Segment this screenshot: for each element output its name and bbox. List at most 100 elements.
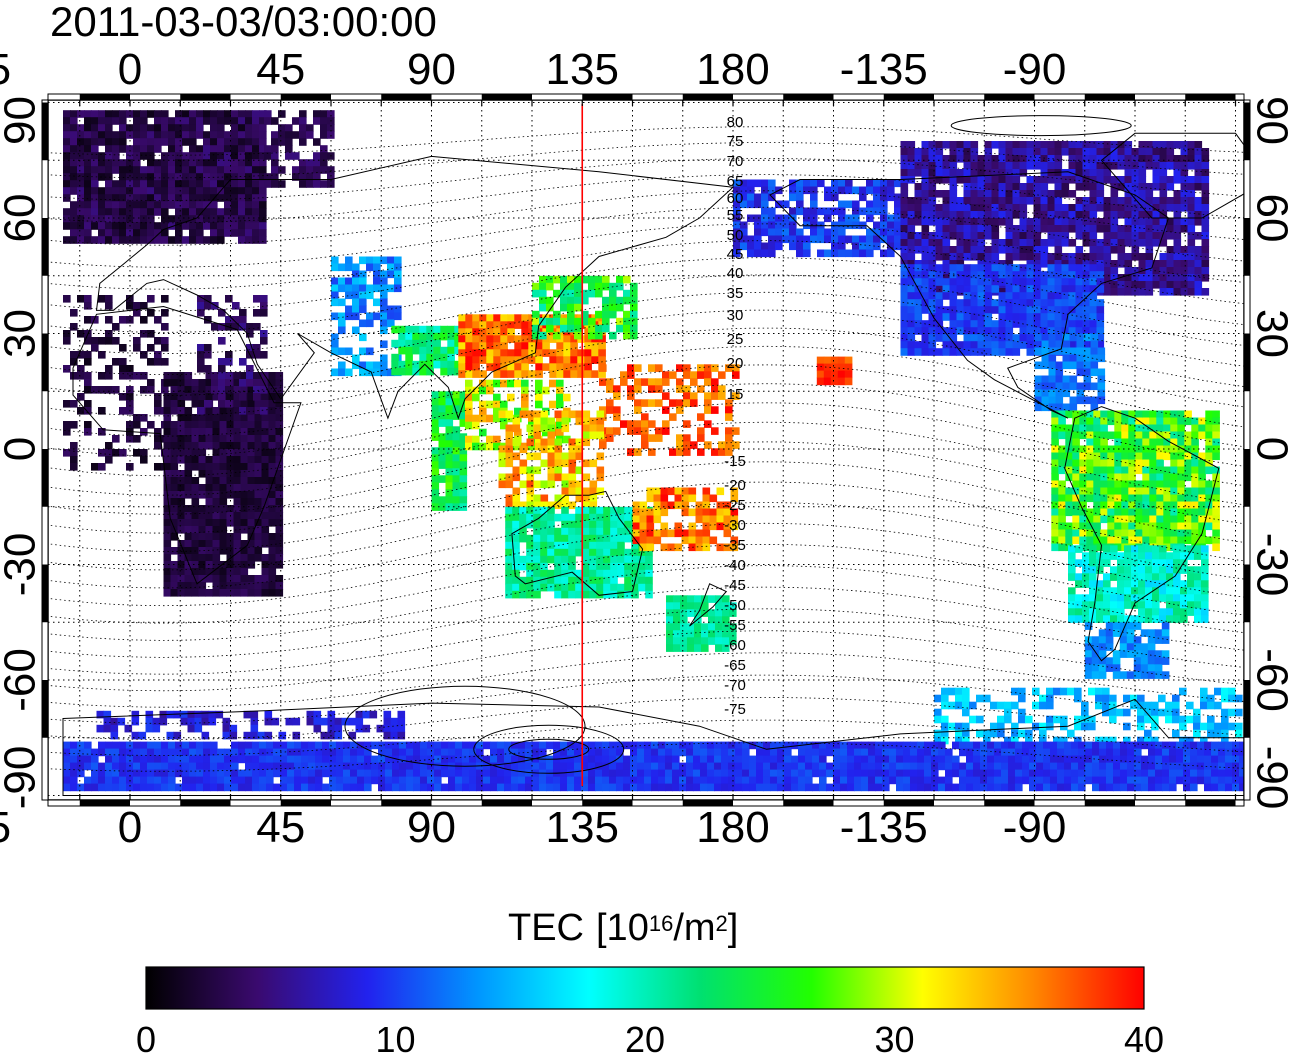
tec-cell [345,278,353,286]
tec-cell [440,326,448,334]
tec-cell [654,502,662,510]
tec-cell [63,145,71,153]
tec-cell [168,173,176,181]
tec-cell [1118,232,1126,240]
tec-cell [563,394,571,402]
tec-cell [915,211,923,219]
tec-cell [269,400,277,408]
tec-cell [255,484,263,492]
tec-cell [119,344,127,352]
tec-cell [196,166,204,174]
tec-cell [185,533,193,541]
tec-cell [1020,313,1028,321]
tec-cell [1188,260,1196,268]
tec-cell [84,159,92,167]
tec-cell [992,264,1000,272]
tec-cell [331,278,339,286]
tec-cell [359,306,367,314]
tec-cell [105,180,113,188]
tec-cell [1111,288,1119,296]
tec-cell [610,549,618,557]
tec-cell [1174,267,1182,275]
tec-cell [213,547,221,555]
tec-cell [717,544,725,552]
tec-cell [507,349,515,357]
tec-cell [964,278,972,286]
tec-cell [574,276,582,284]
tec-cell [521,380,529,388]
tec-cell [140,386,148,394]
tec-cell [276,547,284,555]
tec-cell [1117,559,1125,567]
tec-cell [971,190,979,198]
tec-cell [458,363,466,371]
tec-cell [178,393,186,401]
tec-cell [98,351,106,359]
tec-cell [255,575,263,583]
tec-cell [171,477,179,485]
tec-cell [533,507,541,515]
tec-cell [192,463,200,471]
tec-cell [922,278,930,286]
tec-cell [1153,148,1161,156]
tec-cell [320,152,328,160]
tec-cell [985,190,993,198]
tec-cell [599,441,607,449]
tec-cell [894,222,902,230]
tec-cell [185,477,193,485]
tec-cell [992,211,1000,219]
tec-cell [1027,225,1035,233]
tec-cell [708,616,716,624]
tec-cell [192,428,200,436]
tec-cell [227,421,235,429]
tec-cell [299,166,307,174]
tec-cell [446,482,454,490]
tec-cell [1160,274,1168,282]
tec-cell [1194,608,1202,616]
tec-cell [577,356,585,364]
tec-cell [1195,183,1203,191]
tec-cell [971,225,979,233]
tec-cell [238,215,246,223]
tec-cell [1132,148,1140,156]
tec-cell [91,194,99,202]
tec-cell [1055,271,1063,279]
tec-cell [1083,218,1091,226]
tec-cell [1173,594,1181,602]
tec-cell [1107,495,1115,503]
tec-cell [98,208,106,216]
tec-cell [171,428,179,436]
tec-cell [532,290,540,298]
tec-cell [999,197,1007,205]
tec-cell [1013,176,1021,184]
tec-cell [359,257,367,265]
tec-cell [98,295,106,303]
tec-cell [1083,162,1091,170]
tec-cell [838,201,846,209]
tec-cell [683,399,691,407]
tec-cell [182,124,190,132]
tec-cell [426,347,434,355]
tec-cell [262,589,270,597]
tec-cell [555,453,563,461]
tec-cell [1212,453,1220,461]
tec-cell [567,325,575,333]
tec-cell [161,159,169,167]
tec-cell [1202,260,1210,268]
tec-cell [105,222,113,230]
tec-cell [1065,523,1073,531]
tec-cell [91,138,99,146]
tec-cell [1104,218,1112,226]
tec-cell [119,208,127,216]
tec-cell [203,187,211,195]
tec-cell [394,257,402,265]
tec-cell [971,285,979,293]
tec-cell [77,152,85,160]
tec-cell [252,180,260,188]
tec-cell [306,180,314,188]
tec-cell [234,456,242,464]
tec-cell [1120,671,1128,679]
tec-cell [168,236,176,244]
tec-cell [199,456,207,464]
tec-cell [1041,292,1049,300]
